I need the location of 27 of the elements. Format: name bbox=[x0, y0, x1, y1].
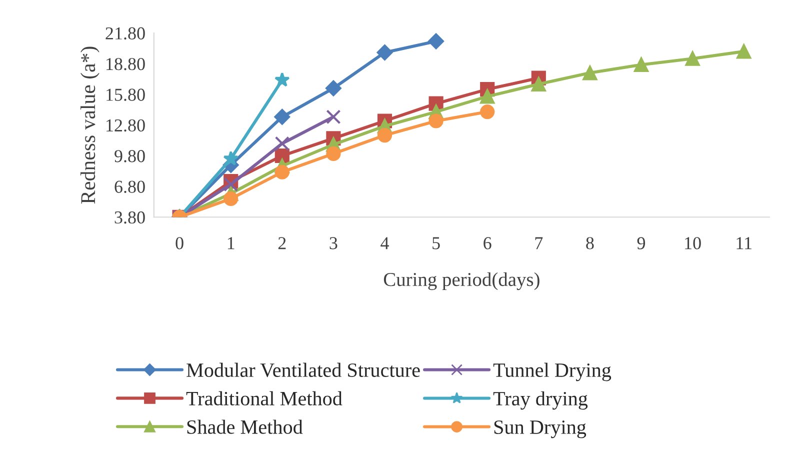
legend-label: Shade Method bbox=[187, 420, 303, 434]
y-tick-label: 9.80 bbox=[114, 150, 145, 162]
x-tick-label: 6 bbox=[484, 237, 492, 250]
legend-label: Tray drying bbox=[493, 391, 588, 410]
legend-label: Traditional Method bbox=[186, 391, 342, 406]
y-tick-label: 6.80 bbox=[114, 180, 145, 193]
x-tick-label: 1 bbox=[228, 237, 234, 250]
x-tick-label: 7 bbox=[535, 237, 543, 250]
x-axis-title: Curing period(days) bbox=[384, 272, 540, 290]
y-tick-label: 3.80 bbox=[114, 211, 145, 224]
y-axis-title: Redness value (a*) bbox=[80, 46, 100, 204]
x-tick-label: 10 bbox=[685, 237, 701, 250]
x-tick-label: 3 bbox=[330, 237, 338, 250]
x-tick-label: 0 bbox=[176, 237, 184, 250]
y-tick-label: 18.80 bbox=[106, 58, 145, 70]
y-tick-label: 12.80 bbox=[106, 119, 145, 132]
y-tick-label: 21.80 bbox=[106, 27, 145, 40]
x-tick-label: 4 bbox=[380, 237, 389, 250]
x-tick-label: 8 bbox=[586, 237, 594, 250]
legend-label: Sun Drying bbox=[494, 420, 586, 438]
x-tick-label: 9 bbox=[637, 237, 646, 250]
legend-label: Modular Ventilated Structure bbox=[186, 362, 420, 378]
x-tick-label: 5 bbox=[432, 237, 440, 250]
legend-label: Tunnel Drying bbox=[493, 362, 612, 382]
y-tick-label: 15.80 bbox=[106, 88, 145, 101]
x-tick-label: 11 bbox=[736, 237, 752, 250]
x-tick-label: 2 bbox=[278, 237, 286, 250]
